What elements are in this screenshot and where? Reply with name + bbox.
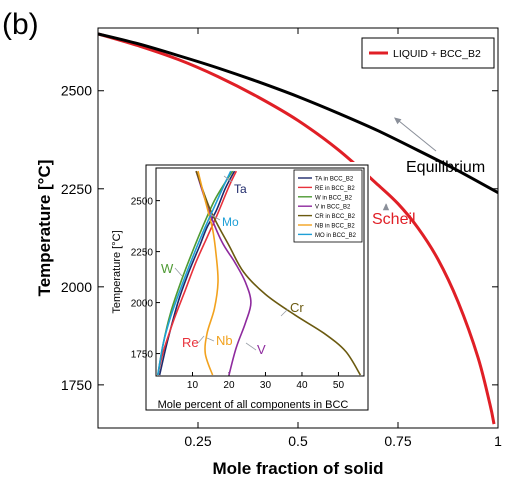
main-chart: 0.25 0.5 0.75 1 1750 2000 2250 2500 Mole fractio… (35, 27, 502, 478)
scheil-label: Scheil (372, 211, 416, 228)
inset-legend-label: W in BCC_B2 (315, 195, 353, 201)
inset-plot-frame (155, 167, 365, 377)
inset-series-mo (157, 170, 232, 376)
inset-x-tick-label: 50 (333, 380, 345, 391)
inset-y-tick-label: 1750 (131, 350, 154, 361)
inset-series-group (157, 170, 362, 376)
inset-legend-label: TA in BCC_B2 (315, 177, 354, 183)
inset-label-w: W (161, 261, 174, 276)
y-tick-label: 2500 (61, 83, 92, 99)
inset-series-v (195, 170, 252, 376)
equilibrium-arrowhead (394, 117, 402, 125)
inset-label-ta: Ta (234, 182, 247, 196)
y-tick-label: 2250 (61, 181, 92, 197)
inset-label-leader (174, 267, 183, 277)
inset-legend-label: NB in BCC_B2 (315, 224, 355, 230)
inset-label-leader (209, 213, 221, 221)
inset-legend-label: CR in BCC_B2 (315, 214, 356, 220)
inset-series-re (157, 170, 238, 376)
legend: LIQUID + BCC_B2 (361, 37, 495, 69)
series-group (98, 32, 498, 425)
inset-label-re: Re (182, 335, 199, 350)
inset-legend-label: V in BCC_B2 (315, 205, 351, 211)
inset-series-cr (195, 170, 362, 376)
inset-label-mo: Mo (222, 215, 239, 229)
equilibrium-label: Equilibrium (406, 159, 485, 176)
inset-label-v: V (257, 342, 266, 357)
panel-label: (b) (2, 8, 39, 41)
inset-x-tick-label: 40 (296, 380, 308, 391)
inset-legend-label: RE in BCC_B2 (315, 186, 355, 192)
legend-box (361, 37, 495, 69)
inset-label-cr: Cr (290, 300, 304, 315)
inset-label-leader (197, 335, 205, 344)
scheil-curve (98, 32, 496, 425)
inset-y-axis-label: Temperature [°C] (111, 230, 123, 313)
y-tick-label: 2000 (61, 279, 92, 295)
inset-curve-labels: Ta Re W V Cr Nb Mo (161, 175, 304, 357)
inset-x-tick-label: 10 (187, 380, 199, 391)
equilibrium-arrow (396, 119, 437, 152)
scheil-arrowhead (382, 203, 390, 211)
x-axis-label: Mole fraction of solid (213, 459, 384, 478)
inset-x-axis-label: Mole percent of all components in BCC (158, 399, 349, 411)
x-tick-label: 0.25 (184, 433, 211, 449)
annotations: Equilibrium Scheil (372, 117, 485, 228)
inset-label-nb: Nb (216, 333, 233, 348)
x-tick-label: 0.75 (384, 433, 411, 449)
inset-y-tick-label: 2250 (131, 248, 154, 259)
inset-label-leader (280, 308, 289, 317)
plot-frame (97, 27, 499, 429)
x-tick-label: 1 (494, 433, 502, 449)
equilibrium-curve (98, 32, 498, 195)
inset-chart: 10 20 30 40 50 1750 2000 2250 2500 Mole percent o… (108, 162, 370, 418)
y-axis-label: Temperature [°C] (35, 160, 54, 297)
inset-label-leader (223, 175, 233, 183)
legend-label: LIQUID + BCC_B2 (393, 48, 481, 60)
inset-y-tick-label: 2500 (131, 197, 154, 208)
inset-x-tick-label: 20 (223, 380, 235, 391)
inset-y-tick-label: 2000 (131, 299, 154, 310)
inset-x-tick-label: 30 (260, 380, 272, 391)
inset-legend: TA in BCC_B2 RE in BCC_B2 W in BCC_B2 V in … (293, 169, 363, 243)
inset-legend-label: MO in BCC_B2 (315, 233, 357, 239)
inset-series-nb (197, 170, 219, 376)
y-tick-label: 1750 (61, 377, 92, 393)
x-tick-label: 0.5 (288, 433, 308, 449)
inset-label-leader (206, 337, 215, 342)
inset-label-leader (245, 342, 257, 351)
